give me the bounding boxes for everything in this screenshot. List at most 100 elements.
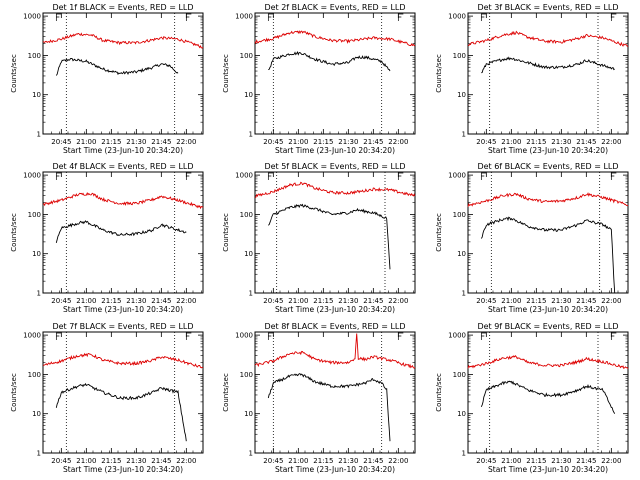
flag-marker xyxy=(610,332,617,340)
x-tick-label: 20:45 xyxy=(263,138,283,146)
chart-panel: Det 7f BLACK = Events, RED = LLD 1 10 100 10… xyxy=(10,322,204,474)
y-tick-label: 100 xyxy=(453,371,466,379)
y-tick-label: 10 xyxy=(32,91,41,99)
x-tick-label: 20:45 xyxy=(51,457,71,465)
x-axis-label: Start Time (23-Jun-10 20:34:20) xyxy=(488,146,608,155)
x-tick-label: 21:45 xyxy=(576,138,596,146)
y-tick-label: 1000 xyxy=(235,13,253,21)
flag-marker xyxy=(397,13,404,21)
plot-frame xyxy=(254,171,416,294)
y-axis-label: Counts/sec xyxy=(435,213,443,252)
chart-title: Det 4f BLACK = Events, RED = LLD xyxy=(52,162,193,171)
y-axis-label: Counts/sec xyxy=(435,373,443,412)
x-tick-label: 21:45 xyxy=(363,457,383,465)
x-tick-label: 21:00 xyxy=(288,138,308,146)
flag-marker xyxy=(267,13,274,21)
x-tick-label: 21:30 xyxy=(126,297,146,305)
y-tick-label: 100 xyxy=(28,211,41,219)
y-tick-label: 10 xyxy=(244,250,253,258)
y-tick-label: 1 xyxy=(462,450,466,458)
plot-frame xyxy=(42,171,204,294)
x-tick-label: 21:45 xyxy=(151,297,171,305)
x-tick-label: 21:45 xyxy=(576,297,596,305)
y-tick-label: 10 xyxy=(244,91,253,99)
flag-marker xyxy=(397,332,404,340)
y-axis-label: Counts/sec xyxy=(10,213,18,252)
x-tick-label: 21:15 xyxy=(526,138,546,146)
flag-marker xyxy=(55,13,62,21)
x-tick-label: 21:00 xyxy=(288,297,308,305)
x-tick-label: 21:00 xyxy=(76,297,96,305)
chart-panel: Det 8f BLACK = Events, RED = LLD 1 10 100 10… xyxy=(222,322,416,474)
y-tick-label: 100 xyxy=(28,371,41,379)
x-tick-label: 22:00 xyxy=(176,457,196,465)
events-series-line xyxy=(481,56,615,74)
flag-marker xyxy=(185,172,192,180)
events-series-line xyxy=(55,220,187,244)
y-tick-label: 10 xyxy=(457,91,466,99)
y-tick-label: 100 xyxy=(240,371,253,379)
x-tick-label: 21:15 xyxy=(526,457,546,465)
flag-marker xyxy=(480,13,487,21)
y-tick-label: 1000 xyxy=(448,332,466,340)
flag-marker xyxy=(397,172,404,180)
chart-title: Det 3f BLACK = Events, RED = LLD xyxy=(477,3,618,12)
x-axis-label: Start Time (23-Jun-10 20:34:20) xyxy=(488,305,608,314)
y-tick-label: 1 xyxy=(462,131,466,139)
x-tick-label: 21:30 xyxy=(551,138,571,146)
x-tick-label: 21:15 xyxy=(313,138,333,146)
x-tick-label: 20:45 xyxy=(476,138,496,146)
chart-panel: Det 1f BLACK = Events, RED = LLD 1 10 100 10… xyxy=(10,3,204,155)
x-tick-label: 21:45 xyxy=(576,457,596,465)
x-axis-label: Start Time (23-Jun-10 20:34:20) xyxy=(275,146,395,155)
x-tick-label: 22:00 xyxy=(601,457,621,465)
x-tick-label: 20:45 xyxy=(476,297,496,305)
x-tick-label: 20:45 xyxy=(263,297,283,305)
x-tick-label: 21:00 xyxy=(501,138,521,146)
chart-title: Det 5f BLACK = Events, RED = LLD xyxy=(264,162,405,171)
x-tick-label: 21:30 xyxy=(338,297,358,305)
chart-panel: Det 6f BLACK = Events, RED = LLD 1 10 100 10… xyxy=(435,162,629,314)
y-tick-label: 100 xyxy=(240,52,253,60)
y-tick-label: 10 xyxy=(32,410,41,418)
x-tick-label: 21:45 xyxy=(363,297,383,305)
y-tick-label: 1000 xyxy=(23,172,41,180)
chart-panel: Det 2f BLACK = Events, RED = LLD 1 10 100 10… xyxy=(222,3,416,155)
plot-frame xyxy=(467,331,629,454)
y-tick-label: 1000 xyxy=(448,13,466,21)
flag-marker xyxy=(480,332,487,340)
lld-series-line xyxy=(467,192,629,207)
x-tick-label: 20:45 xyxy=(51,297,71,305)
y-tick-label: 1 xyxy=(462,290,466,298)
x-tick-label: 21:30 xyxy=(338,138,358,146)
y-tick-label: 1000 xyxy=(235,172,253,180)
x-tick-label: 21:45 xyxy=(151,138,171,146)
x-tick-label: 22:00 xyxy=(388,457,408,465)
x-tick-label: 22:00 xyxy=(176,297,196,305)
plot-frame xyxy=(467,171,629,294)
y-tick-label: 1 xyxy=(249,290,253,298)
y-tick-label: 100 xyxy=(453,52,466,60)
lld-series-line xyxy=(467,354,629,370)
lld-series-line xyxy=(467,30,629,47)
x-tick-label: 21:00 xyxy=(501,457,521,465)
flag-marker xyxy=(267,172,274,180)
y-tick-label: 100 xyxy=(453,211,466,219)
x-tick-label: 22:00 xyxy=(388,297,408,305)
y-tick-label: 10 xyxy=(457,250,466,258)
chart-title: Det 9f BLACK = Events, RED = LLD xyxy=(477,322,618,331)
y-tick-label: 1 xyxy=(37,450,41,458)
plot-frame xyxy=(42,12,204,135)
plot-frame xyxy=(254,12,416,135)
flag-marker xyxy=(55,172,62,180)
y-axis-label: Counts/sec xyxy=(10,373,18,412)
chart-title: Det 2f BLACK = Events, RED = LLD xyxy=(264,3,405,12)
x-tick-label: 21:00 xyxy=(501,297,521,305)
y-tick-label: 1 xyxy=(37,290,41,298)
flag-marker xyxy=(610,13,617,21)
x-tick-label: 20:45 xyxy=(263,457,283,465)
x-tick-label: 21:15 xyxy=(526,297,546,305)
x-tick-label: 20:45 xyxy=(476,457,496,465)
y-axis-label: Counts/sec xyxy=(222,213,230,252)
y-tick-label: 10 xyxy=(32,250,41,258)
